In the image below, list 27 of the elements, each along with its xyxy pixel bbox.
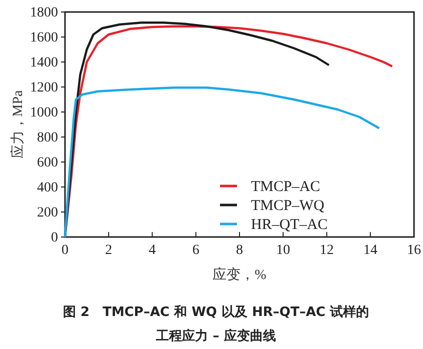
y-tick-label: 200	[37, 205, 58, 220]
y-tick-label: 400	[37, 180, 58, 196]
y-tick-label: 1800	[30, 5, 58, 20]
text: 图 2 TMCP–AC 和 WQ 以及 HR–QT–AC 试样的	[63, 304, 369, 320]
x-tick-label: 8	[236, 243, 243, 258]
x-tick-label: 16	[407, 243, 421, 258]
x-tick-label: 2	[105, 243, 112, 258]
legend-label: TMCP–WQ	[251, 198, 325, 214]
x-tick-label: 4	[148, 243, 156, 258]
x-tick-label: 12	[320, 243, 334, 258]
text: 工程应力 – 应变曲线	[155, 328, 276, 344]
y-tick-label: 1400	[30, 55, 58, 70]
y-tick-label: 800	[37, 130, 58, 146]
x-tick-label: 14	[363, 243, 378, 258]
y-tick-label: 1000	[30, 105, 58, 120]
x-tick-label: 10	[276, 243, 290, 258]
y-tick-label: 600	[37, 155, 58, 170]
legend-label: HR–QT–AC	[251, 217, 328, 233]
y-tick-label: 1200	[30, 80, 58, 96]
y-tick-label: 1600	[30, 30, 58, 46]
x-axis-title: 应变，%	[212, 267, 267, 283]
x-tick-label: 0	[62, 243, 68, 258]
line-series	[64, 86, 380, 238]
y-tick-label: 0	[51, 230, 58, 246]
x-tick-label: 6	[192, 243, 200, 258]
y-axis-title: 应力，MPa	[10, 89, 26, 159]
legend-label: TMCP–AC	[251, 179, 320, 195]
